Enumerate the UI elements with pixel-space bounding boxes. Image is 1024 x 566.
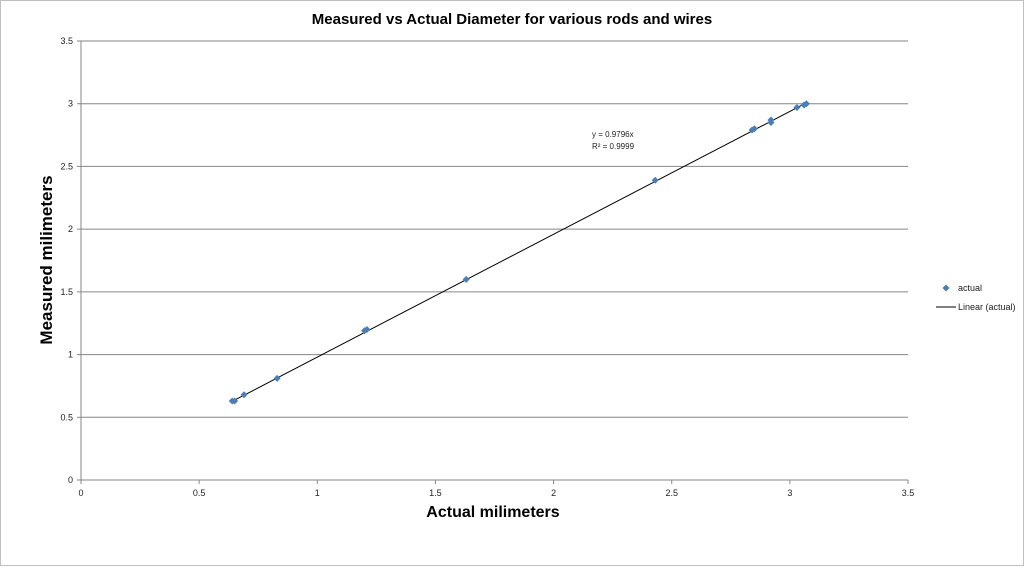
trendline — [231, 102, 807, 402]
trendline-equation: y = 0.9796x — [592, 130, 634, 139]
data-point — [240, 391, 248, 399]
tick-labels: 0 0.5 1 1.5 2 2.5 3 3.5 0 0.5 1 1.5 2 2.5 3 3.5 — [60, 36, 914, 498]
x-tick-label: 2.5 — [665, 488, 678, 498]
legend-label-trend: Linear (actual) — [958, 302, 1016, 312]
data-point — [273, 374, 281, 382]
x-tick-label: 1.5 — [429, 488, 442, 498]
trendline-r-squared: R² = 0.9999 — [592, 142, 635, 151]
x-tick-label: 0 — [78, 488, 83, 498]
y-tick-label: 1.5 — [60, 287, 73, 297]
y-tick-label: 0 — [68, 475, 73, 485]
x-axis-title: Actual milimeters — [426, 504, 559, 521]
x-tick-label: 3 — [787, 488, 792, 498]
data-point — [750, 125, 758, 133]
y-tick-label: 1 — [68, 350, 73, 360]
axes — [77, 40, 909, 484]
gridlines — [81, 40, 908, 418]
legend-label-actual: actual — [958, 283, 982, 293]
y-axis-title: Measured milimeters — [37, 175, 56, 344]
y-tick-label: 2.5 — [60, 161, 73, 171]
data-point — [651, 176, 659, 184]
data-point — [231, 397, 239, 405]
data-point — [462, 275, 470, 283]
trendline-group — [231, 102, 807, 402]
y-tick-label: 3 — [68, 99, 73, 109]
data-point — [802, 100, 810, 108]
chart-title: Measured vs Actual Diameter for various … — [312, 11, 712, 28]
x-tick-label: 1 — [315, 488, 320, 498]
data-point — [767, 116, 775, 124]
legend: actual Linear (actual) — [936, 283, 1016, 312]
data-point — [793, 103, 801, 111]
y-tick-label: 0.5 — [60, 412, 73, 422]
data-points — [228, 100, 810, 405]
y-tick-label: 2 — [68, 224, 73, 234]
x-tick-label: 0.5 — [193, 488, 206, 498]
y-tick-label: 3.5 — [60, 36, 73, 46]
legend-marker-actual — [942, 284, 950, 292]
x-tick-label: 3.5 — [902, 488, 915, 498]
x-tick-label: 2 — [551, 488, 556, 498]
data-point — [363, 325, 371, 333]
